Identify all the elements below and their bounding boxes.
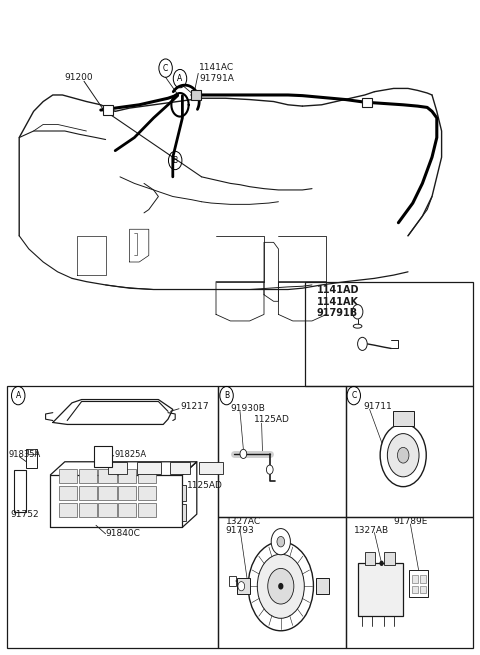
Bar <box>59 486 77 500</box>
Bar <box>420 586 426 593</box>
Bar <box>237 578 250 594</box>
Text: 91791B: 91791B <box>317 308 358 318</box>
Bar <box>94 446 112 467</box>
Bar <box>137 462 161 474</box>
Circle shape <box>266 465 273 474</box>
Text: 91840C: 91840C <box>106 529 141 538</box>
Text: 91217: 91217 <box>180 402 209 411</box>
Bar <box>305 282 473 386</box>
Bar <box>182 504 186 521</box>
Text: 91200: 91200 <box>65 73 94 82</box>
Bar <box>420 575 426 583</box>
Bar <box>412 586 418 593</box>
Bar <box>59 503 77 517</box>
Bar <box>218 517 346 648</box>
Text: 91789E: 91789E <box>394 517 428 526</box>
Circle shape <box>380 561 383 565</box>
Text: B: B <box>173 156 178 165</box>
Bar <box>170 462 190 474</box>
Text: C: C <box>163 64 168 73</box>
Circle shape <box>271 529 290 555</box>
Bar <box>365 552 375 565</box>
Circle shape <box>397 447 409 463</box>
Bar <box>79 486 97 500</box>
Bar <box>218 386 346 517</box>
Bar <box>118 503 136 517</box>
Bar <box>59 469 77 483</box>
Text: 91752: 91752 <box>11 510 39 519</box>
Text: A: A <box>178 74 182 83</box>
Circle shape <box>279 584 283 589</box>
Text: 91835A: 91835A <box>9 450 41 459</box>
Bar <box>138 503 156 517</box>
Ellipse shape <box>353 324 362 328</box>
Bar <box>412 575 418 583</box>
Bar <box>191 90 201 100</box>
Bar <box>7 386 218 648</box>
Bar <box>118 486 136 500</box>
Bar <box>384 552 395 565</box>
Circle shape <box>352 305 363 319</box>
Circle shape <box>238 582 245 591</box>
Text: 91930B: 91930B <box>230 403 265 413</box>
Bar <box>362 98 372 107</box>
Bar <box>26 449 37 468</box>
Text: 1327AC: 1327AC <box>226 517 261 526</box>
Text: B: B <box>224 391 229 400</box>
Bar <box>98 486 117 500</box>
Bar <box>14 470 26 512</box>
Text: 1141AD: 1141AD <box>317 286 360 295</box>
Bar <box>108 462 127 474</box>
Bar <box>98 469 117 483</box>
Bar <box>79 469 97 483</box>
Circle shape <box>380 424 426 487</box>
Bar <box>346 386 473 517</box>
Bar <box>358 563 403 616</box>
Circle shape <box>277 536 285 547</box>
Text: 91711: 91711 <box>364 402 393 411</box>
Text: 1125AD: 1125AD <box>254 415 290 424</box>
Bar <box>79 503 97 517</box>
Circle shape <box>248 542 313 631</box>
Text: A: A <box>16 391 21 400</box>
Bar <box>409 570 428 597</box>
Circle shape <box>257 554 304 618</box>
Text: 91793: 91793 <box>226 525 254 534</box>
Text: 1125AD: 1125AD <box>187 481 223 490</box>
Bar <box>316 578 329 594</box>
Text: 1141AC: 1141AC <box>199 63 234 72</box>
Bar <box>138 469 156 483</box>
Bar <box>229 576 236 586</box>
Bar <box>182 485 186 501</box>
Bar <box>199 462 223 474</box>
Text: 91825A: 91825A <box>114 450 146 459</box>
Bar <box>98 503 117 517</box>
Bar <box>346 517 473 648</box>
Circle shape <box>387 434 419 477</box>
Text: 1327AB: 1327AB <box>354 525 389 534</box>
Bar <box>103 105 113 115</box>
Text: 1141AK: 1141AK <box>317 297 359 307</box>
Bar <box>28 449 35 454</box>
Bar <box>138 486 156 500</box>
Circle shape <box>268 569 294 604</box>
Circle shape <box>358 337 367 350</box>
Bar <box>118 469 136 483</box>
Text: 91791A: 91791A <box>199 73 234 83</box>
Text: C: C <box>351 391 356 400</box>
Bar <box>393 411 414 426</box>
Circle shape <box>240 449 247 458</box>
